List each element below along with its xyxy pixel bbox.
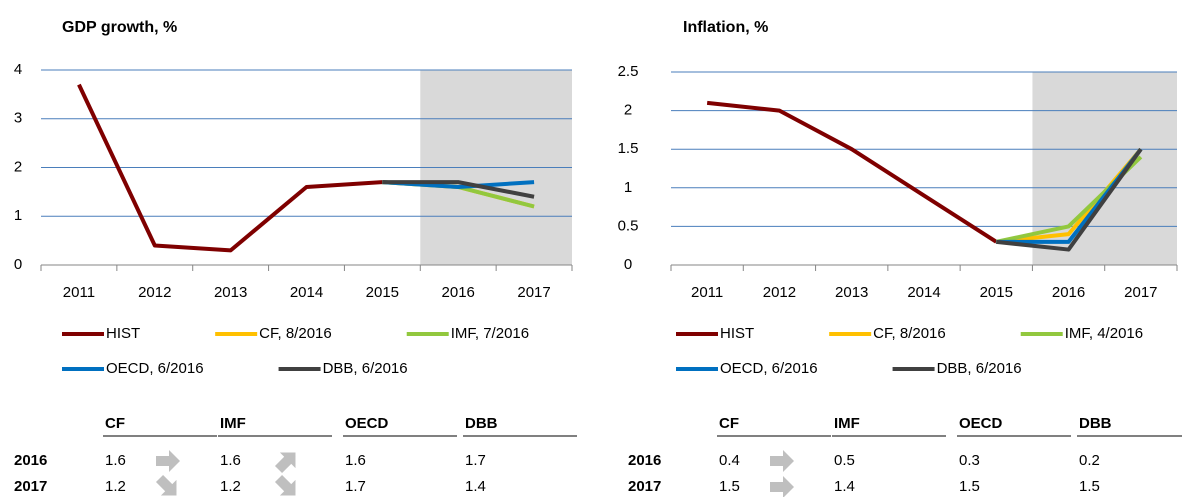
chart-title: Inflation, % bbox=[683, 19, 768, 36]
arrow-icon bbox=[274, 452, 296, 474]
line-series bbox=[996, 148, 1143, 252]
arrows bbox=[155, 450, 794, 497]
cell-value: 1.5 bbox=[719, 478, 740, 495]
row-label: 2016 bbox=[628, 452, 661, 469]
arrow-icon bbox=[155, 474, 177, 496]
y-tick-label: 2 bbox=[624, 102, 632, 119]
legend-label: IMF, 7/2016 bbox=[451, 325, 529, 342]
cell-value: 1.6 bbox=[220, 452, 241, 469]
y-tick-label: 0 bbox=[624, 256, 632, 273]
line-series bbox=[706, 100, 998, 244]
x-tick-label: 2016 bbox=[1052, 284, 1085, 301]
column-header: IMF bbox=[834, 415, 860, 432]
cell-value: 1.5 bbox=[959, 478, 980, 495]
line-series bbox=[77, 83, 383, 253]
y-tick-label: 2 bbox=[14, 158, 22, 175]
cell-value: 0.2 bbox=[1079, 452, 1100, 469]
cell-value: 1.2 bbox=[105, 478, 126, 495]
row-label: 2017 bbox=[628, 478, 661, 495]
legend-label: OECD, 6/2016 bbox=[720, 360, 818, 377]
chart-title: GDP growth, % bbox=[62, 19, 177, 36]
y-tick-label: 0.5 bbox=[618, 217, 639, 234]
x-tick-label: 2015 bbox=[980, 284, 1013, 301]
arrow-icon bbox=[274, 474, 296, 496]
cell-value: 0.3 bbox=[959, 452, 980, 469]
x-tick-label: 2016 bbox=[442, 284, 475, 301]
cell-value: 1.6 bbox=[345, 452, 366, 469]
column-header: OECD bbox=[959, 415, 1003, 432]
y-tick-label: 1.5 bbox=[618, 140, 639, 157]
forecast-shade bbox=[1032, 72, 1177, 265]
row-label: 2017 bbox=[14, 478, 47, 495]
cell-value: 1.6 bbox=[105, 452, 126, 469]
cell-value: 0.5 bbox=[834, 452, 855, 469]
line-series bbox=[382, 180, 535, 199]
y-tick-label: 1 bbox=[624, 179, 632, 196]
legend-label: CF, 8/2016 bbox=[259, 325, 332, 342]
legend-label: HIST bbox=[720, 325, 754, 342]
y-tick-label: 2.5 bbox=[618, 63, 639, 80]
column-header: OECD bbox=[345, 415, 389, 432]
x-tick-label: 2015 bbox=[366, 284, 399, 301]
column-header: DBB bbox=[465, 415, 498, 432]
row-label: 2016 bbox=[14, 452, 47, 469]
y-tick-label: 3 bbox=[14, 110, 22, 127]
y-tick-label: 4 bbox=[14, 61, 22, 78]
cell-value: 1.7 bbox=[345, 478, 366, 495]
x-tick-label: 2012 bbox=[138, 284, 171, 301]
arrow-icon bbox=[770, 450, 794, 472]
cell-value: 0.4 bbox=[719, 452, 740, 469]
cell-value: 1.2 bbox=[220, 478, 241, 495]
x-tick-label: 2011 bbox=[63, 284, 95, 301]
x-tick-label: 2014 bbox=[907, 284, 940, 301]
arrow-icon bbox=[770, 476, 794, 497]
y-tick-label: 0 bbox=[14, 256, 22, 273]
x-tick-label: 2014 bbox=[290, 284, 323, 301]
arrow-icon bbox=[156, 450, 180, 472]
column-header: CF bbox=[105, 415, 125, 432]
column-header: DBB bbox=[1079, 415, 1112, 432]
legend-label: CF, 8/2016 bbox=[873, 325, 946, 342]
x-tick-label: 2013 bbox=[835, 284, 868, 301]
legend-label: OECD, 6/2016 bbox=[106, 360, 204, 377]
legend-label: HIST bbox=[106, 325, 140, 342]
legend-label: DBB, 6/2016 bbox=[323, 360, 408, 377]
y-tick-label: 1 bbox=[14, 207, 22, 224]
column-header: IMF bbox=[220, 415, 246, 432]
cell-value: 1.4 bbox=[465, 478, 486, 495]
x-tick-label: 2013 bbox=[214, 284, 247, 301]
x-tick-label: 2012 bbox=[763, 284, 796, 301]
column-header: CF bbox=[719, 415, 739, 432]
legend-label: DBB, 6/2016 bbox=[937, 360, 1022, 377]
x-tick-label: 2017 bbox=[1124, 284, 1157, 301]
x-tick-label: 2017 bbox=[517, 284, 550, 301]
x-tick-label: 2011 bbox=[691, 284, 723, 301]
cell-value: 1.4 bbox=[834, 478, 855, 495]
legend-label: IMF, 4/2016 bbox=[1065, 325, 1143, 342]
cell-value: 1.7 bbox=[465, 452, 486, 469]
cell-value: 1.5 bbox=[1079, 478, 1100, 495]
